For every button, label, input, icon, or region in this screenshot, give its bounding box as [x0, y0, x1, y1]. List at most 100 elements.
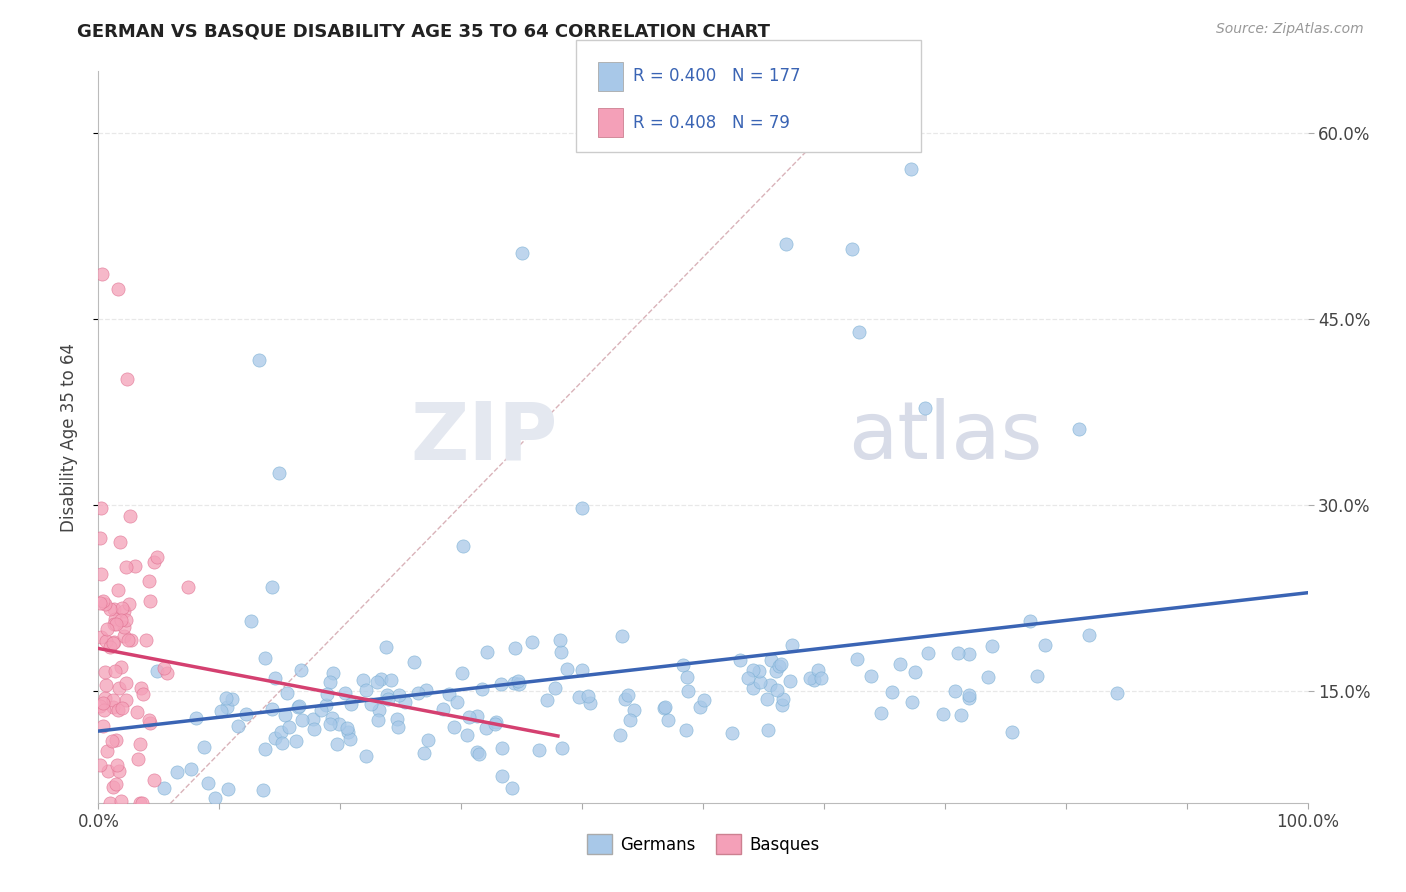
Point: [177, 581, 200, 595]
Point: [264, 731, 287, 746]
Point: [1105, 686, 1128, 700]
Point: [485, 714, 508, 729]
Point: [91, 594, 114, 608]
Point: [284, 733, 307, 747]
Point: [180, 762, 202, 776]
Point: [623, 703, 645, 717]
Point: [339, 731, 361, 746]
Point: [138, 713, 160, 727]
Point: [617, 688, 640, 702]
Point: [505, 641, 527, 656]
Point: [889, 657, 911, 671]
Point: [957, 647, 980, 661]
Point: [339, 697, 361, 711]
Point: [555, 662, 578, 676]
Point: [319, 716, 342, 731]
Point: [235, 706, 257, 721]
Point: [276, 686, 298, 700]
Point: [333, 686, 356, 700]
Point: [111, 600, 134, 615]
Point: [657, 713, 679, 727]
Point: [319, 674, 342, 689]
Point: [90, 567, 112, 582]
Point: [1025, 669, 1047, 683]
Point: [101, 780, 124, 794]
Point: [138, 574, 160, 588]
Point: [217, 782, 239, 797]
Point: [799, 671, 821, 685]
Point: [93, 703, 115, 717]
Point: [104, 611, 127, 625]
Point: [315, 698, 337, 712]
Point: [676, 670, 699, 684]
Point: [131, 796, 153, 810]
Point: [375, 640, 398, 654]
Point: [571, 663, 593, 677]
Point: [548, 632, 571, 647]
Point: [475, 721, 498, 735]
Point: [579, 696, 602, 710]
Point: [756, 723, 779, 737]
Point: [415, 683, 437, 698]
Point: [946, 646, 969, 660]
Point: [277, 720, 299, 734]
Point: [412, 746, 434, 760]
Point: [408, 686, 430, 700]
Point: [309, 703, 332, 717]
Text: ZIP: ZIP: [411, 398, 558, 476]
Point: [193, 739, 215, 754]
Point: [302, 712, 325, 726]
Point: [247, 353, 270, 368]
Point: [111, 700, 134, 714]
Point: [654, 699, 676, 714]
Point: [775, 237, 797, 252]
Point: [737, 671, 759, 685]
Point: [880, 684, 903, 698]
Point: [288, 698, 311, 713]
Point: [1078, 627, 1101, 641]
Point: [387, 712, 409, 726]
Point: [128, 737, 150, 751]
Text: Source: ZipAtlas.com: Source: ZipAtlas.com: [1216, 22, 1364, 37]
Point: [270, 736, 292, 750]
Point: [110, 535, 132, 549]
Point: [94, 597, 117, 611]
Point: [110, 660, 132, 674]
Point: [904, 665, 927, 680]
Text: atlas: atlas: [848, 398, 1042, 476]
Y-axis label: Disability Age 35 to 64: Disability Age 35 to 64: [59, 343, 77, 532]
Point: [254, 651, 277, 665]
Point: [105, 616, 128, 631]
Point: [215, 691, 238, 706]
Point: [326, 737, 349, 751]
Point: [197, 775, 219, 789]
Point: [748, 674, 770, 689]
Point: [1019, 614, 1042, 628]
Point: [609, 728, 631, 742]
Point: [520, 634, 543, 648]
Point: [766, 683, 789, 698]
Point: [115, 372, 138, 386]
Point: [89, 758, 111, 772]
Point: [115, 693, 138, 707]
Point: [262, 701, 284, 715]
Point: [471, 681, 494, 696]
Point: [91, 696, 114, 710]
Point: [489, 676, 512, 690]
Point: [321, 711, 343, 725]
Point: [450, 666, 472, 681]
Point: [128, 796, 150, 810]
Legend: Germans, Basques: Germans, Basques: [581, 828, 825, 860]
Point: [104, 665, 127, 679]
Point: [675, 723, 697, 737]
Point: [124, 559, 146, 574]
Point: [96, 634, 118, 648]
Point: [93, 665, 115, 679]
Point: [416, 733, 439, 747]
Point: [253, 742, 276, 756]
Point: [110, 794, 132, 808]
Point: [103, 602, 125, 616]
Point: [465, 708, 488, 723]
Point: [209, 704, 232, 718]
Point: [756, 692, 779, 706]
